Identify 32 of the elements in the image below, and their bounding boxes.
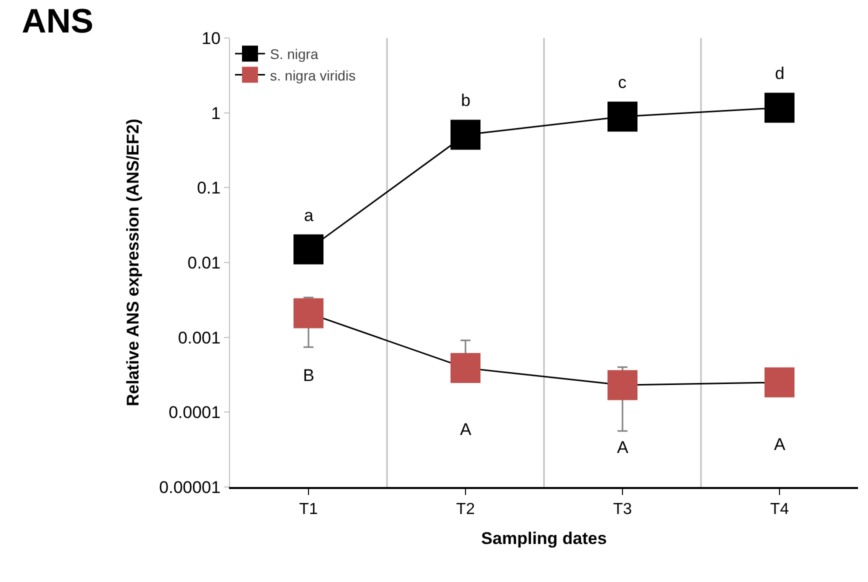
annotation: d: [775, 64, 784, 83]
x-tick-label: T4: [770, 501, 789, 518]
annotation: b: [461, 91, 470, 110]
y-tick-label: 0.001: [178, 328, 221, 348]
annotation: A: [460, 420, 472, 439]
point: [764, 92, 794, 123]
x-tick-label: T1: [299, 501, 318, 518]
y-tick-label: 1: [211, 104, 221, 123]
point: [608, 102, 638, 132]
legend-label: s. nigra viridis: [270, 67, 356, 84]
point: [294, 234, 324, 264]
point: [764, 367, 794, 398]
point: [294, 298, 324, 328]
annotation: B: [303, 366, 314, 385]
chart-title: ANS: [22, 2, 94, 41]
annotation: a: [304, 206, 314, 225]
annotation: A: [617, 438, 629, 457]
point: [608, 370, 638, 400]
x-tick-label: T2: [456, 501, 475, 518]
legend-label: S. nigra: [270, 46, 318, 62]
y-tick-label: 0.00001: [159, 478, 221, 497]
y-tick-label: 10: [202, 28, 221, 48]
x-axis-title: Sampling dates: [481, 529, 607, 548]
y-axis-title: Relative ANS expression (ANS/EF2): [124, 118, 143, 406]
y-tick-label: 0.0001: [168, 403, 221, 422]
x-tick-label: T3: [613, 501, 632, 518]
y-tick-label: 0.01: [188, 253, 221, 272]
point: [450, 352, 480, 383]
annotation: A: [774, 435, 786, 454]
annotation: c: [618, 73, 627, 92]
point: [450, 120, 480, 150]
y-tick-label: 0.1: [196, 178, 221, 198]
